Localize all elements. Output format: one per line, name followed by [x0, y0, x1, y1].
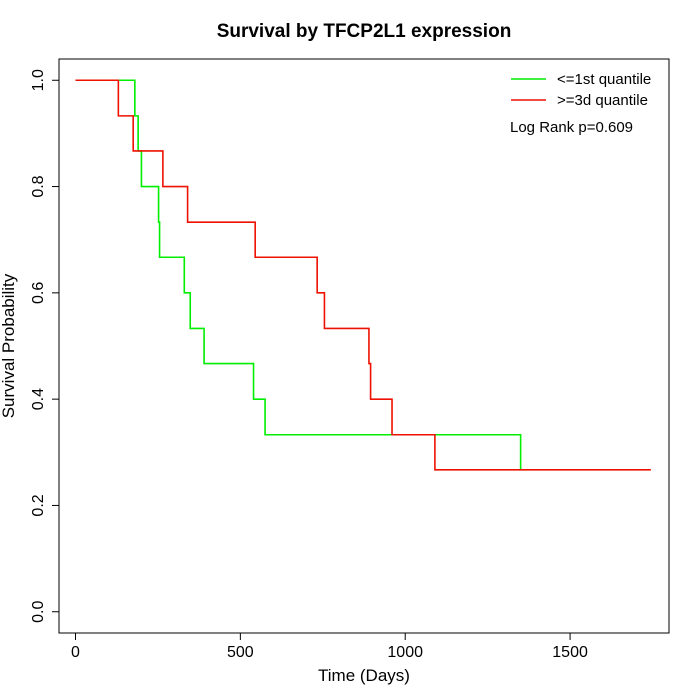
- chart-title: Survival by TFCP2L1 expression: [217, 21, 512, 42]
- y-axis-label: Survival Probability: [0, 273, 18, 418]
- y-tick-label: 1.0: [30, 69, 47, 91]
- curve-low-quantile: [75, 79, 522, 470]
- y-tick-label: 0.6: [30, 282, 47, 304]
- log-rank-annotation: Log Rank p=0.609: [510, 119, 633, 136]
- x-tick-label: 500: [227, 644, 254, 661]
- y-tick-label: 0.0: [30, 601, 47, 623]
- y-tick-label: 0.2: [30, 494, 47, 516]
- x-tick-label: 1500: [552, 644, 588, 661]
- legend: <=1st quantile >=3d quantile: [511, 71, 651, 109]
- plot-frame: [58, 58, 670, 634]
- legend-label-low: <=1st quantile: [557, 71, 651, 88]
- x-axis: 0 500 1000 1500: [71, 632, 588, 661]
- legend-label-high: >=3d quantile: [557, 92, 648, 109]
- x-tick-label: 0: [71, 644, 80, 661]
- survival-curves: [75, 79, 651, 471]
- curve-high-quantile: [75, 79, 651, 471]
- y-axis: 0.0 0.2 0.4 0.6 0.8 1.0: [30, 69, 60, 623]
- y-tick-label: 0.4: [30, 388, 47, 410]
- x-axis-label: Time (Days): [318, 666, 410, 685]
- x-tick-label: 1000: [387, 644, 423, 661]
- y-tick-label: 0.8: [30, 175, 47, 197]
